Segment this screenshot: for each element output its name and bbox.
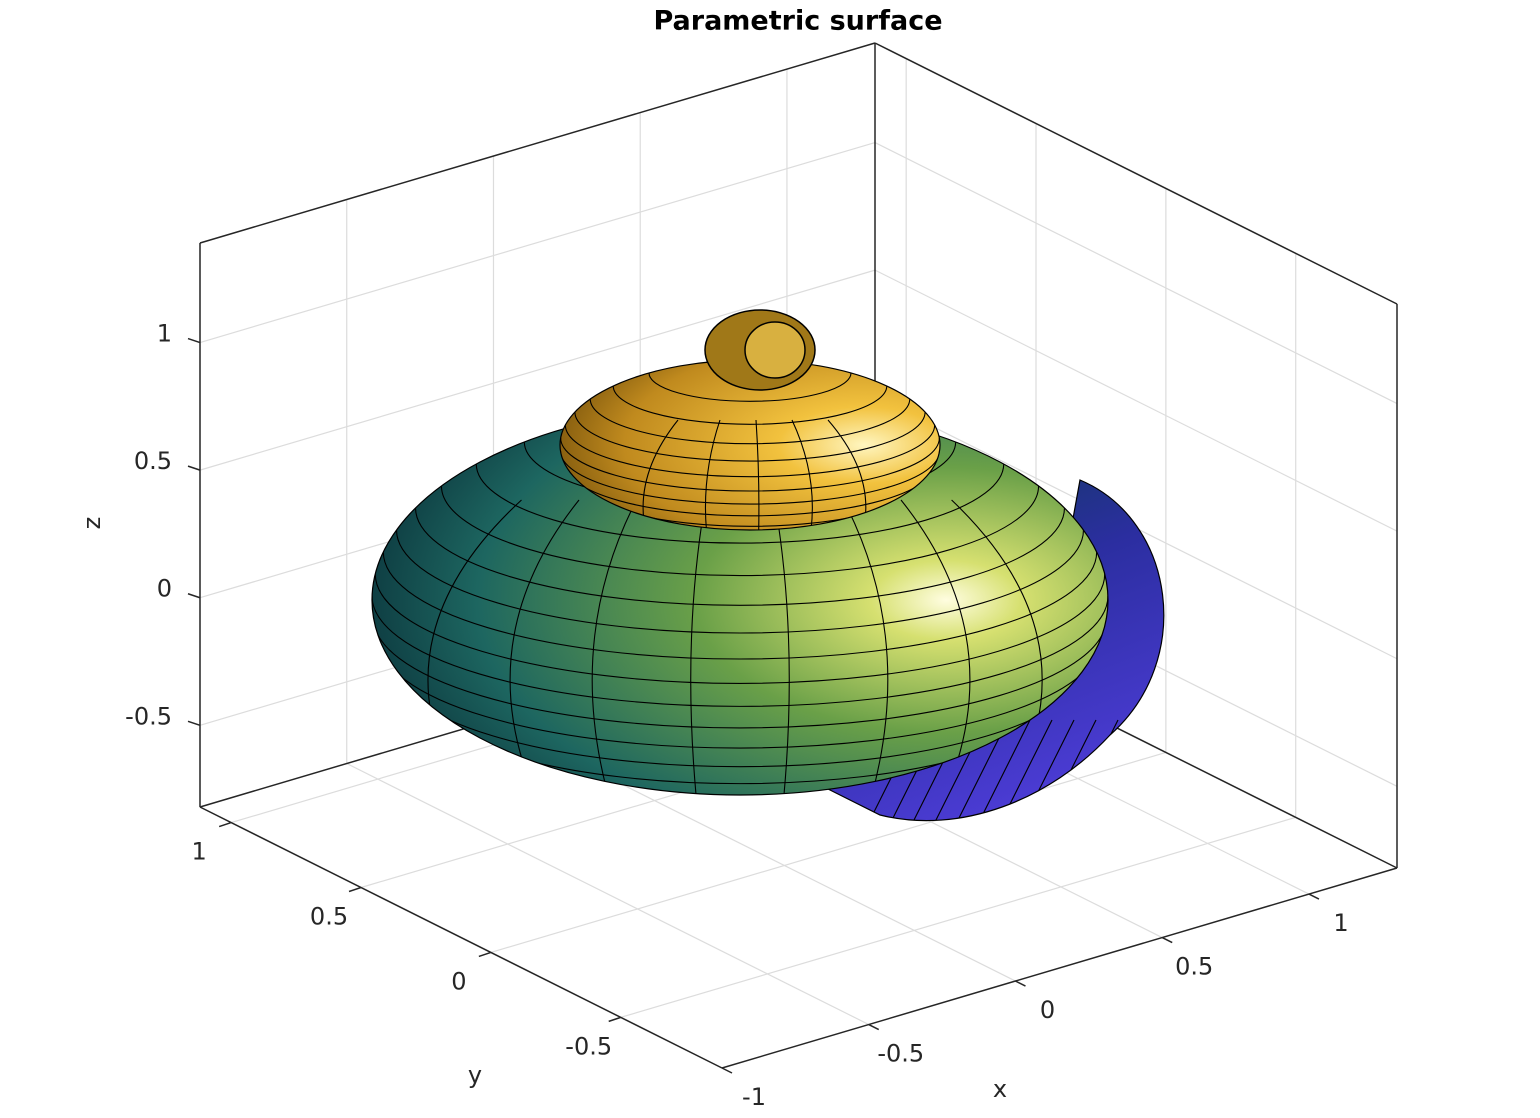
- y-tick-label: 1: [192, 838, 207, 866]
- mesh-line: [591, 499, 637, 795]
- grid-line: [199, 141, 876, 344]
- mesh-line: [1145, 719, 1164, 821]
- y-tick-label: -0.5: [565, 1032, 612, 1060]
- mesh-line: [589, 398, 911, 445]
- x-tick: [868, 1023, 880, 1031]
- y-tick: [218, 821, 232, 828]
- z-tick-label: -0.5: [125, 702, 172, 730]
- grid-line: [874, 269, 1398, 532]
- surface-apex-inner: [744, 321, 806, 379]
- mesh-line: [704, 419, 721, 530]
- mesh-line: [372, 595, 1108, 707]
- mesh-line: [574, 411, 926, 462]
- x-tick-label: -0.5: [877, 1040, 924, 1068]
- y-tick-label: 0.5: [310, 903, 348, 931]
- mesh-line: [564, 424, 936, 478]
- x-tick: [1015, 980, 1026, 987]
- x-tick-label: 1: [1333, 909, 1348, 937]
- mesh-line: [755, 419, 760, 530]
- mesh-line: [773, 499, 790, 795]
- x-tick: [1161, 936, 1173, 944]
- mesh-line: [373, 617, 1107, 729]
- mesh-line: [374, 573, 1106, 684]
- y-tick: [348, 886, 362, 893]
- y-axis-line: [199, 806, 723, 1069]
- mesh-line: [440, 485, 1040, 576]
- z-tick: [187, 593, 201, 599]
- mesh-line: [690, 499, 707, 795]
- mesh-line: [560, 437, 940, 492]
- grid-line: [199, 269, 876, 471]
- x-tick-label: 0: [1040, 996, 1055, 1024]
- box-edge: [874, 42, 1398, 305]
- grid-line: [490, 751, 1167, 954]
- z-tick-label: 1: [157, 320, 172, 348]
- mesh-line: [379, 639, 1101, 749]
- z-tick: [187, 465, 201, 471]
- grid-line: [620, 816, 1296, 1018]
- z-tick: [187, 720, 201, 727]
- x-tick: [1308, 893, 1320, 900]
- x-tick: [721, 1067, 733, 1074]
- mesh-line: [1101, 719, 1163, 821]
- mesh-line: [843, 499, 889, 795]
- mesh-line: [475, 463, 1005, 544]
- mesh-line: [560, 450, 940, 505]
- box-edge: [199, 42, 876, 244]
- mesh-line: [395, 529, 1085, 634]
- y-tick: [478, 951, 492, 958]
- y-axis-label: y: [468, 1061, 482, 1089]
- grid-line: [346, 762, 870, 1026]
- axes-front: -1 -0.5 0 0.5 1 -0.5 0 0.5 1 -0.5 0 0.5 1: [125, 243, 1398, 1111]
- chart-title: Parametric surface: [653, 6, 942, 37]
- mesh-line: [414, 507, 1066, 606]
- y-tick-label: 0: [451, 967, 466, 995]
- mesh-line: [648, 372, 852, 402]
- x-tick-label: -1: [742, 1083, 766, 1111]
- z-tick-label: 0.5: [134, 447, 172, 475]
- mesh-line: [612, 385, 888, 425]
- x-axis-line: [721, 867, 1398, 1069]
- mesh-line: [382, 551, 1098, 660]
- x-tick-label: 0.5: [1175, 953, 1213, 981]
- surface: [371, 309, 1165, 822]
- z-tick-label: 0: [157, 575, 172, 603]
- z-axis-label: z: [78, 517, 106, 530]
- grid-line: [874, 141, 1398, 405]
- mesh-line: [1123, 719, 1164, 821]
- y-tick: [608, 1016, 621, 1023]
- x-axis-label: x: [993, 1075, 1007, 1103]
- z-tick: [187, 337, 201, 344]
